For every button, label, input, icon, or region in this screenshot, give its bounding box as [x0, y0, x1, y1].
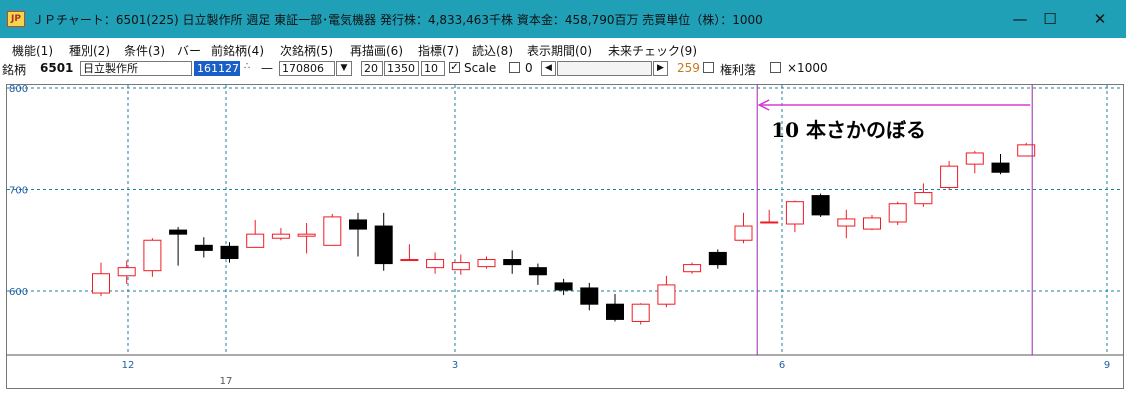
candle-body — [528, 267, 547, 276]
kenri-label: 権利落 — [720, 63, 757, 77]
candle-body — [194, 244, 213, 251]
candle-body — [580, 287, 599, 305]
scroll-left-icon[interactable]: ◀ — [541, 61, 556, 76]
menu-next-stock[interactable]: 次銘柄(5) — [280, 44, 333, 58]
candle-body — [246, 233, 265, 248]
zero-label: 0 — [525, 61, 533, 75]
to-date-dropdown-icon[interactable]: ▼ — [336, 61, 352, 76]
candle-body — [940, 165, 959, 188]
candle-body — [863, 217, 881, 230]
scale-checkbox[interactable]: ✓ — [449, 62, 460, 73]
candle-body — [426, 259, 445, 269]
title-bar[interactable]: JP ＪＰチャート：6501(225) 日立製作所 週足 東証一部･電気機器 発… — [0, 0, 1126, 38]
candle-body — [323, 216, 342, 246]
candle-body — [606, 303, 624, 320]
candle-body — [374, 225, 393, 265]
x1000-checkbox[interactable] — [770, 62, 781, 73]
menu-prev-stock[interactable]: 前銘柄(4) — [211, 44, 264, 58]
candle-body — [785, 201, 804, 225]
menu-bar: 機能(1) 種別(2) 条件(3) バー 前銘柄(4) 次銘柄(5) 再描画(6… — [0, 40, 1126, 58]
toolbar: 銘柄 6501 日立製作所 161127 ∴ — 170806 ▼ 20 135… — [0, 58, 1126, 80]
menu-jouken[interactable]: 条件(3) — [124, 44, 165, 58]
candle-body — [400, 259, 419, 262]
app-logo-icon: JP — [7, 11, 25, 27]
candle-body — [143, 239, 162, 272]
x-tick-label: 3 — [452, 360, 458, 371]
menu-future-check[interactable]: 未来チェック(9) — [608, 44, 697, 58]
window-title: ＪＰチャート：6501(225) 日立製作所 週足 東証一部･電気機器 発行株：… — [32, 13, 763, 27]
x-tick-label: 9 — [1104, 360, 1110, 371]
param-field-3[interactable]: 10 — [421, 61, 445, 76]
candle-body — [888, 203, 907, 223]
candle-body — [169, 229, 188, 235]
candle-body — [991, 162, 1010, 173]
candle-body — [220, 245, 239, 260]
candlestick-chart: 600 700 800 12 3 6 9 17 10 本さかのぼる — [7, 85, 1123, 387]
menu-display-period[interactable]: 表示期間(0) — [527, 44, 592, 58]
candle-body — [734, 225, 753, 241]
minimize-button[interactable]: — — [1012, 10, 1028, 28]
maximize-button[interactable]: ☐ — [1043, 10, 1057, 28]
x-tick-label: 12 — [122, 360, 135, 371]
y-tick-label: 600 — [9, 287, 28, 298]
candle-body — [349, 219, 367, 230]
scroll-right-icon[interactable]: ▶ — [653, 61, 668, 76]
menu-redraw[interactable]: 再描画(6) — [350, 44, 403, 58]
x1000-label: ×1000 — [787, 61, 828, 75]
param-field-2[interactable]: 1350 — [384, 61, 419, 76]
candle-body — [811, 195, 830, 216]
candle-body — [657, 284, 676, 305]
candle-body — [554, 282, 573, 291]
candle-body — [708, 251, 727, 266]
from-date-field[interactable]: 161127 — [194, 61, 240, 76]
menu-indicator[interactable]: 指標(7) — [418, 44, 459, 58]
bar-count: 259 — [677, 61, 700, 75]
param-field-1[interactable]: 20 — [361, 61, 383, 76]
candle-body — [914, 192, 933, 205]
kenri-checkbox[interactable] — [703, 62, 714, 73]
date-separator: — — [261, 61, 273, 75]
y-tick-label: 800 — [9, 85, 28, 95]
candle-body — [1017, 144, 1036, 157]
menu-load[interactable]: 読込(8) — [472, 44, 513, 58]
scale-label: Scale — [464, 61, 497, 75]
candle-body — [760, 221, 779, 224]
candle-body — [683, 264, 702, 273]
candle-body — [92, 273, 110, 294]
date-spin-icon[interactable]: ∴ — [244, 61, 251, 72]
to-date-field[interactable]: 170806 — [279, 61, 335, 76]
candle-body — [631, 303, 650, 322]
menu-shubetsu[interactable]: 種別(2) — [69, 44, 110, 58]
candle-body — [297, 233, 316, 237]
candle-body — [117, 267, 136, 277]
candle-body — [477, 259, 496, 268]
zero-checkbox[interactable] — [509, 62, 520, 73]
y-tick-label: 700 — [9, 186, 28, 197]
candle-body — [503, 259, 522, 266]
x-tick-label: 6 — [779, 360, 785, 371]
candle-body — [965, 152, 984, 165]
candle-body — [451, 262, 470, 271]
stock-label: 銘柄 — [2, 63, 27, 77]
close-button[interactable]: ✕ — [1093, 10, 1107, 28]
candle-body — [837, 218, 856, 227]
lookback-annotation: 10 本さかのぼる — [771, 118, 926, 142]
lookback-arrowhead — [757, 99, 770, 111]
candle-body — [271, 233, 290, 239]
stock-name-field[interactable]: 日立製作所 — [80, 61, 192, 76]
chart-area[interactable]: 600 700 800 12 3 6 9 17 10 本さかのぼる — [6, 84, 1124, 389]
stock-code: 6501 — [40, 61, 74, 75]
menu-bar-type[interactable]: バー — [177, 44, 202, 58]
year-label: 17 — [220, 376, 233, 387]
period-scrollbar[interactable] — [557, 61, 652, 76]
menu-kinou[interactable]: 機能(1) — [12, 44, 53, 58]
